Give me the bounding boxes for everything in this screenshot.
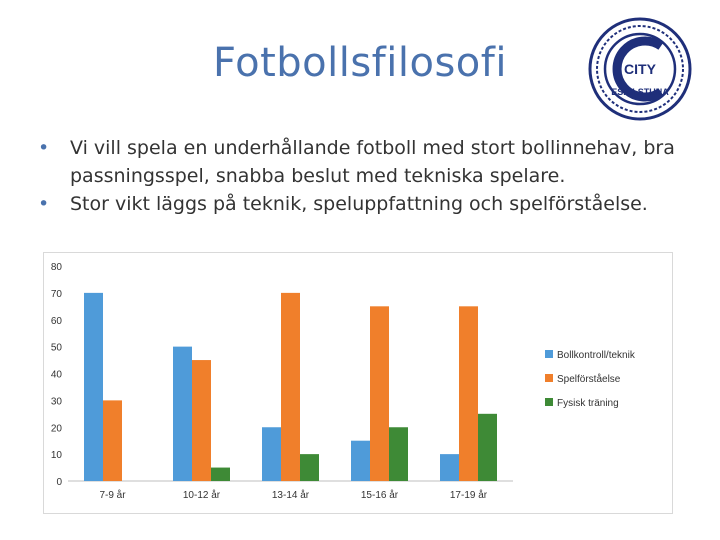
x-tick-label: 7-9 år xyxy=(99,489,126,501)
logo-text-top: CITY xyxy=(624,61,657,77)
legend-label: Spelförståelse xyxy=(557,373,621,385)
bar xyxy=(389,427,408,481)
y-tick-label: 10 xyxy=(51,450,63,461)
legend-swatch xyxy=(545,350,553,358)
x-tick-label: 13-14 år xyxy=(272,489,310,501)
slide-title: Fotbollsfilosofi xyxy=(213,40,507,86)
bar xyxy=(173,346,192,481)
chart-frame xyxy=(43,252,673,514)
legend-swatch xyxy=(545,374,553,382)
bar xyxy=(84,292,103,481)
bar xyxy=(459,306,478,481)
bar xyxy=(103,400,122,481)
city-eskilstuna-logo: CITY ESKILSTUNA xyxy=(588,17,692,121)
y-tick-label: 80 xyxy=(51,262,63,273)
bar xyxy=(370,306,389,481)
y-tick-label: 30 xyxy=(51,396,63,407)
bar-chart: 0 10 20 30 40 50 60 70 80 7-9 år 10-12 år 13-14 år 1… xyxy=(43,252,673,514)
x-tick-label: 10-12 år xyxy=(183,489,221,501)
bullet-list: • Vi vill spela en underhållande fotboll … xyxy=(38,134,718,218)
y-tick-label: 60 xyxy=(51,316,63,327)
bullet-item: • Stor vikt läggs på teknik, speluppfattn… xyxy=(38,190,718,218)
bar xyxy=(211,467,230,481)
y-tick-label: 0 xyxy=(56,477,62,488)
bar xyxy=(440,454,459,481)
y-tick-label: 50 xyxy=(51,343,63,354)
bullet-item: • Vi vill spela en underhållande fotboll … xyxy=(38,134,718,190)
legend-swatch xyxy=(545,398,553,406)
bullet-text: Vi vill spela en underhållande fotboll m… xyxy=(70,137,675,187)
logo-text-bottom: ESKILSTUNA xyxy=(611,87,669,97)
y-tick-label: 70 xyxy=(51,289,63,300)
x-tick-label: 17-19 år xyxy=(450,489,488,501)
bar xyxy=(478,413,497,481)
legend-label: Fysisk träning xyxy=(557,398,619,409)
bullet-icon: • xyxy=(38,137,50,159)
bullet-icon: • xyxy=(38,193,50,215)
y-tick-label: 20 xyxy=(51,423,63,434)
y-tick-label: 40 xyxy=(51,370,63,381)
bar xyxy=(351,440,370,481)
bullet-text: Stor vikt läggs på teknik, speluppfattni… xyxy=(70,193,648,215)
bar xyxy=(300,454,319,481)
bar xyxy=(262,427,281,481)
bar xyxy=(281,292,300,481)
x-tick-label: 15-16 år xyxy=(361,489,399,501)
bar xyxy=(192,360,211,481)
legend-label: Bollkontroll/teknik xyxy=(557,350,636,361)
